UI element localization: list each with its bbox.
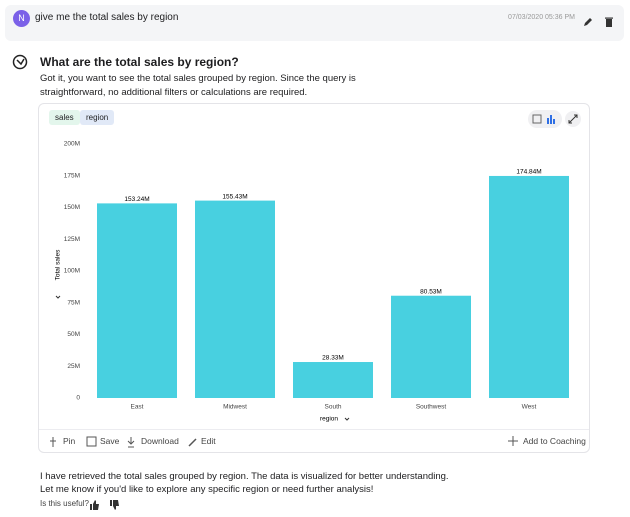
user-message [5,5,624,41]
thumbs-down[interactable] [110,500,119,510]
pill[interactable]: sales [49,110,80,125]
y-tick-label: 100M [64,268,80,275]
timestamp: 07/03/2020 05:36 PM [508,14,575,21]
bar [195,200,275,398]
value-label: 155.43M [222,193,247,200]
y-tick-label: 50M [67,331,80,338]
divider [39,429,589,430]
action-save[interactable]: Save [100,436,120,446]
x-tick-label: West [522,404,537,411]
value-label: 174.84M [516,169,541,176]
summary-line: I have retrieved the total sales grouped… [40,471,449,482]
bar [391,295,471,398]
delete-icon[interactable] [606,19,612,27]
action-icons [50,436,197,448]
y-tick-label: 200M [64,141,80,148]
x-tick-label: Southwest [416,404,447,411]
action-download[interactable]: Download [141,436,179,446]
bar [293,362,373,398]
sort-chevron [344,417,350,421]
chart-tools [528,110,581,128]
action-pin[interactable]: Pin [63,436,76,446]
delete-icon-lid [605,17,613,19]
x-axis-title: region [320,416,338,423]
chart: 0 25M 50M 75M 100M 125M 150M 175M 200M Total sale… [55,141,569,423]
avatar: N [13,10,30,27]
plus-icon [508,436,518,446]
summary-line: Let me know if you'd like to explore any… [40,484,374,495]
bar [489,175,569,398]
y-tick-label: 125M [64,236,80,243]
thumbs-up[interactable] [90,500,99,510]
value-label: 80.53M [420,288,442,295]
y-tick-label: 75M [67,299,80,306]
table-icon[interactable] [532,114,542,124]
add-to-coaching[interactable]: Add to Coaching [523,436,586,446]
sort-chevron [55,295,61,299]
bar [97,203,177,398]
feedback-prompt: Is this useful? [40,499,89,508]
chart-card [38,103,590,453]
x-tick-label: East [130,404,143,411]
user-text: give me the total sales by region [35,12,179,23]
y-tick-label: 25M [67,363,80,370]
feedback-icons [90,500,119,510]
value-label: 28.33M [322,355,344,362]
message-icons [584,17,613,27]
response-title: What are the total sales by region? [40,55,239,69]
y-tick-label: 150M [64,204,80,211]
x-tick-label: Midwest [223,404,247,411]
edit-icon[interactable] [584,18,592,26]
response-intro: Got it, you want to see the total sales … [40,73,356,98]
summary: I have retrieved the total sales grouped… [40,470,449,496]
bot-icon [12,54,28,70]
value-label: 153.24M [124,196,149,203]
x-tick-label: South [325,404,342,411]
y-tick-label: 0 [76,395,80,402]
y-tick-label: 175M [64,172,80,179]
pill[interactable]: region [80,110,115,125]
action-edit[interactable]: Edit [201,436,216,446]
y-axis-title: Total sales [55,249,62,280]
